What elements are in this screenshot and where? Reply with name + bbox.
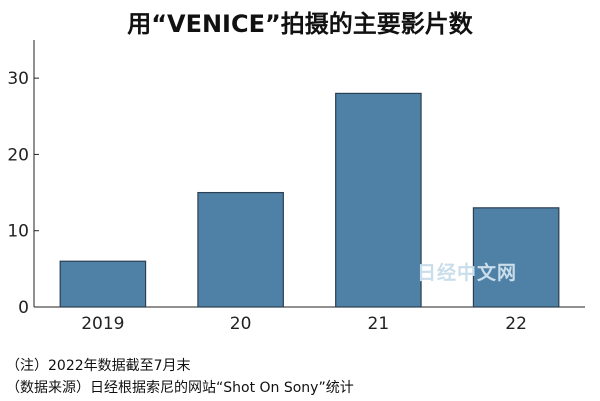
footnote-source: （数据来源）日经根据索尼的网站“Shot On Sony”统计 [6,380,354,396]
bar-21 [335,92,422,308]
y-tick-label: 0 [18,298,29,318]
x-tick-label: 20 [230,314,252,334]
x-tick-label: 2019 [81,314,124,334]
y-tick-label: 10 [7,222,29,242]
y-tick-labels: 0 10 20 30 [7,69,29,318]
y-tick-label: 20 [7,145,29,165]
bar-chart: 2019 20 21 22 0 10 20 30 [7,40,585,334]
watermark-logo: 日经中文网 [417,262,518,284]
footnote-note: （注）2022年数据截至7月末 [6,358,191,374]
bar-22 [472,207,560,308]
bar-2019 [59,260,147,308]
chart-bars [59,92,560,308]
x-tick-label: 21 [368,314,390,334]
x-tick-label: 22 [505,314,527,334]
chart-title: 用“VENICE”拍摄的主要影片数 [127,10,473,38]
bar-20 [197,191,284,308]
y-tick-label: 30 [7,69,29,89]
x-tick-labels: 2019 20 21 22 [81,314,527,334]
